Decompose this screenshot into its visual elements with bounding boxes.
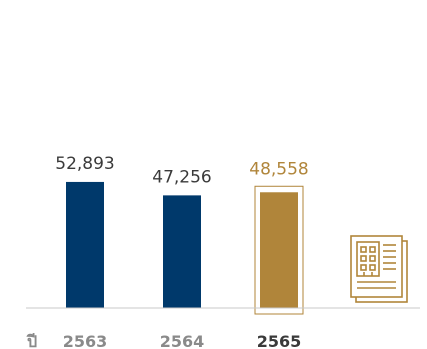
x-tick-label-2563: 2563: [63, 332, 108, 349]
bar-2565: [260, 192, 298, 308]
x-axis-prefix: ปี: [26, 332, 38, 349]
value-label-2565: 48,558: [249, 159, 308, 179]
highlight-frame-2565: [254, 185, 304, 315]
x-tick-label-2565: 2565: [257, 332, 302, 349]
value-label-2563: 52,893: [55, 154, 114, 174]
bars-group: [66, 181, 304, 315]
bar-2563: [66, 181, 104, 308]
value-labels-group: 52,893 47,256 48,558: [55, 154, 308, 187]
bar-2564: [163, 195, 201, 308]
document-building-icon: [350, 235, 408, 303]
x-tick-labels-group: 2563 2564 2565: [63, 332, 302, 349]
value-label-2564: 47,256: [152, 167, 211, 187]
x-tick-label-2564: 2564: [160, 332, 205, 349]
